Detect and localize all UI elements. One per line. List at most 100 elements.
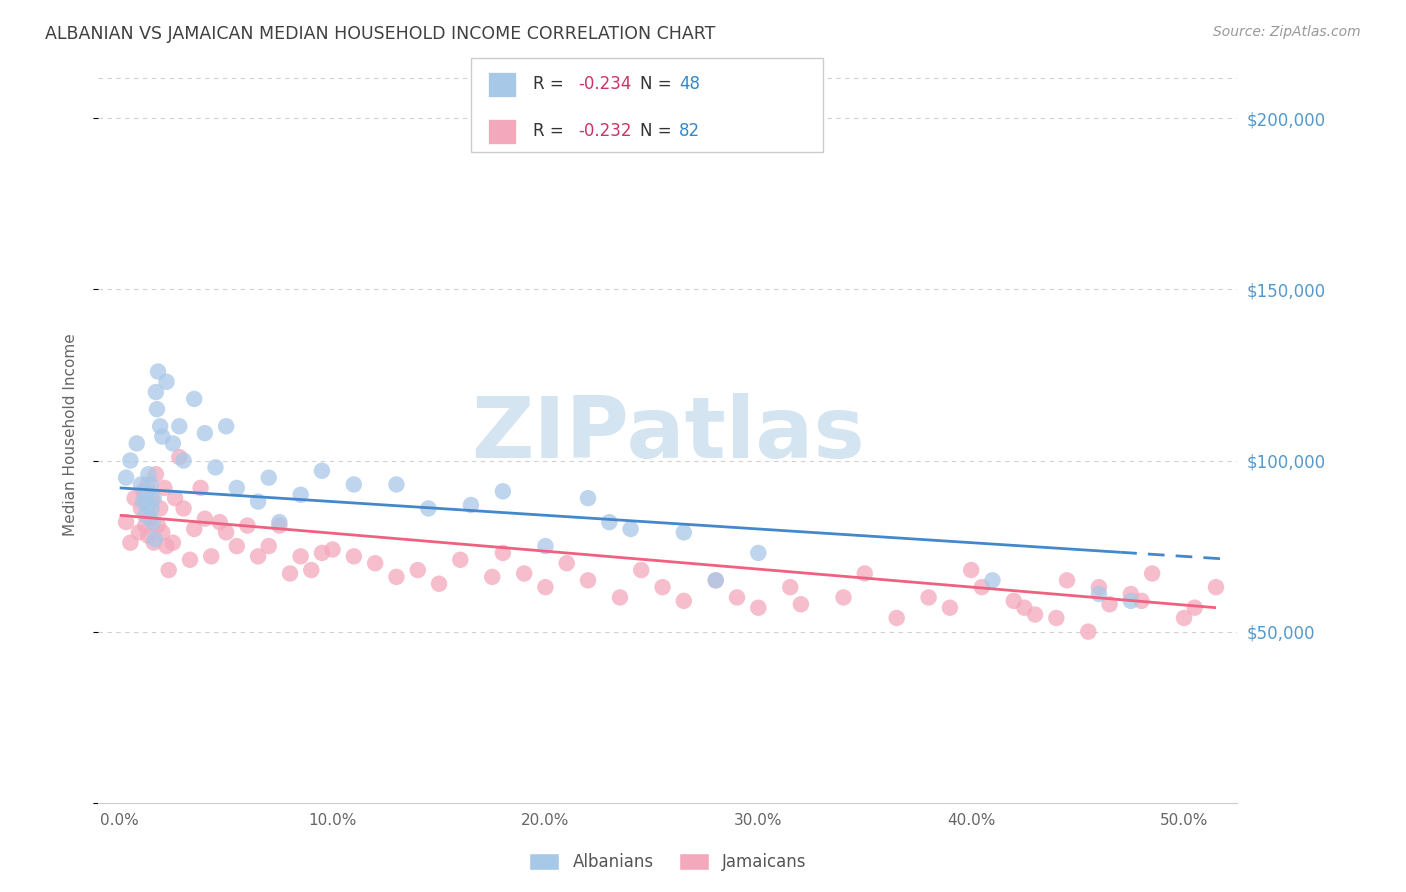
Point (236, 518, 259, 533)
Point (311, 464, 333, 478)
Point (173, 501, 195, 516)
Point (125, 436, 148, 450)
Point (247, 494, 270, 508)
Text: -0.234: -0.234 (578, 75, 631, 93)
Point (146, 365, 169, 379)
Point (157, 563, 180, 577)
Point (145, 385, 167, 400)
Point (555, 556, 578, 570)
Point (290, 549, 312, 564)
Point (322, 542, 344, 557)
Point (492, 546, 515, 560)
Point (290, 488, 312, 502)
Point (576, 574, 599, 588)
Point (917, 591, 939, 605)
Point (143, 533, 166, 547)
Text: Source: ZipAtlas.com: Source: ZipAtlas.com (1213, 25, 1361, 39)
Point (460, 498, 482, 512)
Point (194, 426, 217, 441)
Point (225, 539, 247, 553)
Point (150, 429, 173, 443)
Point (120, 535, 142, 549)
Point (138, 529, 160, 543)
Point (1014, 600, 1036, 615)
Point (204, 460, 226, 475)
Point (534, 539, 557, 553)
Point (672, 594, 695, 608)
Point (200, 549, 222, 564)
Point (779, 580, 801, 594)
Text: ZIPatlas: ZIPatlas (471, 393, 865, 476)
Point (364, 556, 387, 570)
Point (1119, 587, 1142, 601)
Point (155, 375, 177, 389)
Legend: Albanians, Jamaicans: Albanians, Jamaicans (520, 844, 815, 880)
Point (343, 477, 366, 491)
Point (141, 491, 163, 505)
Point (173, 453, 195, 467)
Point (513, 566, 536, 581)
Point (132, 484, 155, 499)
Point (790, 597, 813, 611)
Point (981, 574, 1004, 588)
Point (115, 470, 138, 484)
Point (145, 467, 167, 482)
Point (138, 467, 160, 482)
Point (142, 491, 165, 505)
Point (136, 477, 159, 491)
Point (162, 535, 184, 549)
Point (832, 591, 855, 605)
Point (1140, 566, 1163, 581)
Point (150, 525, 173, 540)
Point (183, 522, 205, 536)
Point (1119, 594, 1142, 608)
Point (1056, 574, 1078, 588)
Point (149, 501, 172, 516)
Point (576, 491, 599, 505)
Point (343, 549, 366, 564)
Point (149, 419, 172, 434)
Point (135, 488, 157, 502)
Point (136, 498, 159, 512)
Point (141, 501, 163, 516)
Point (598, 515, 620, 529)
Point (1077, 624, 1099, 639)
Text: 82: 82 (679, 122, 700, 140)
Point (146, 402, 169, 417)
Point (134, 508, 156, 523)
Point (747, 600, 769, 615)
Point (165, 491, 187, 505)
Point (169, 419, 191, 434)
Point (853, 566, 876, 581)
Point (215, 419, 238, 434)
Point (534, 580, 557, 594)
Point (146, 518, 169, 533)
Point (449, 553, 471, 567)
Point (269, 518, 291, 533)
Point (1205, 580, 1227, 594)
Point (886, 611, 908, 625)
Point (1173, 611, 1195, 625)
Text: ALBANIAN VS JAMAICAN MEDIAN HOUSEHOLD INCOME CORRELATION CHART: ALBANIAN VS JAMAICAN MEDIAN HOUSEHOLD IN… (45, 25, 716, 43)
Point (939, 600, 962, 615)
Point (129, 501, 152, 516)
Text: R =: R = (533, 122, 569, 140)
Point (1130, 594, 1153, 608)
Point (1098, 597, 1121, 611)
Point (704, 574, 727, 588)
Point (672, 525, 695, 540)
Point (142, 535, 165, 549)
Point (179, 553, 201, 567)
Point (1088, 580, 1111, 594)
Point (129, 477, 152, 491)
Point (970, 580, 993, 594)
Point (257, 470, 280, 484)
Point (138, 512, 160, 526)
Point (418, 501, 440, 516)
Point (406, 563, 429, 577)
Point (725, 591, 748, 605)
Point (385, 570, 408, 584)
Point (481, 570, 503, 584)
Point (385, 477, 408, 491)
Point (630, 563, 652, 577)
